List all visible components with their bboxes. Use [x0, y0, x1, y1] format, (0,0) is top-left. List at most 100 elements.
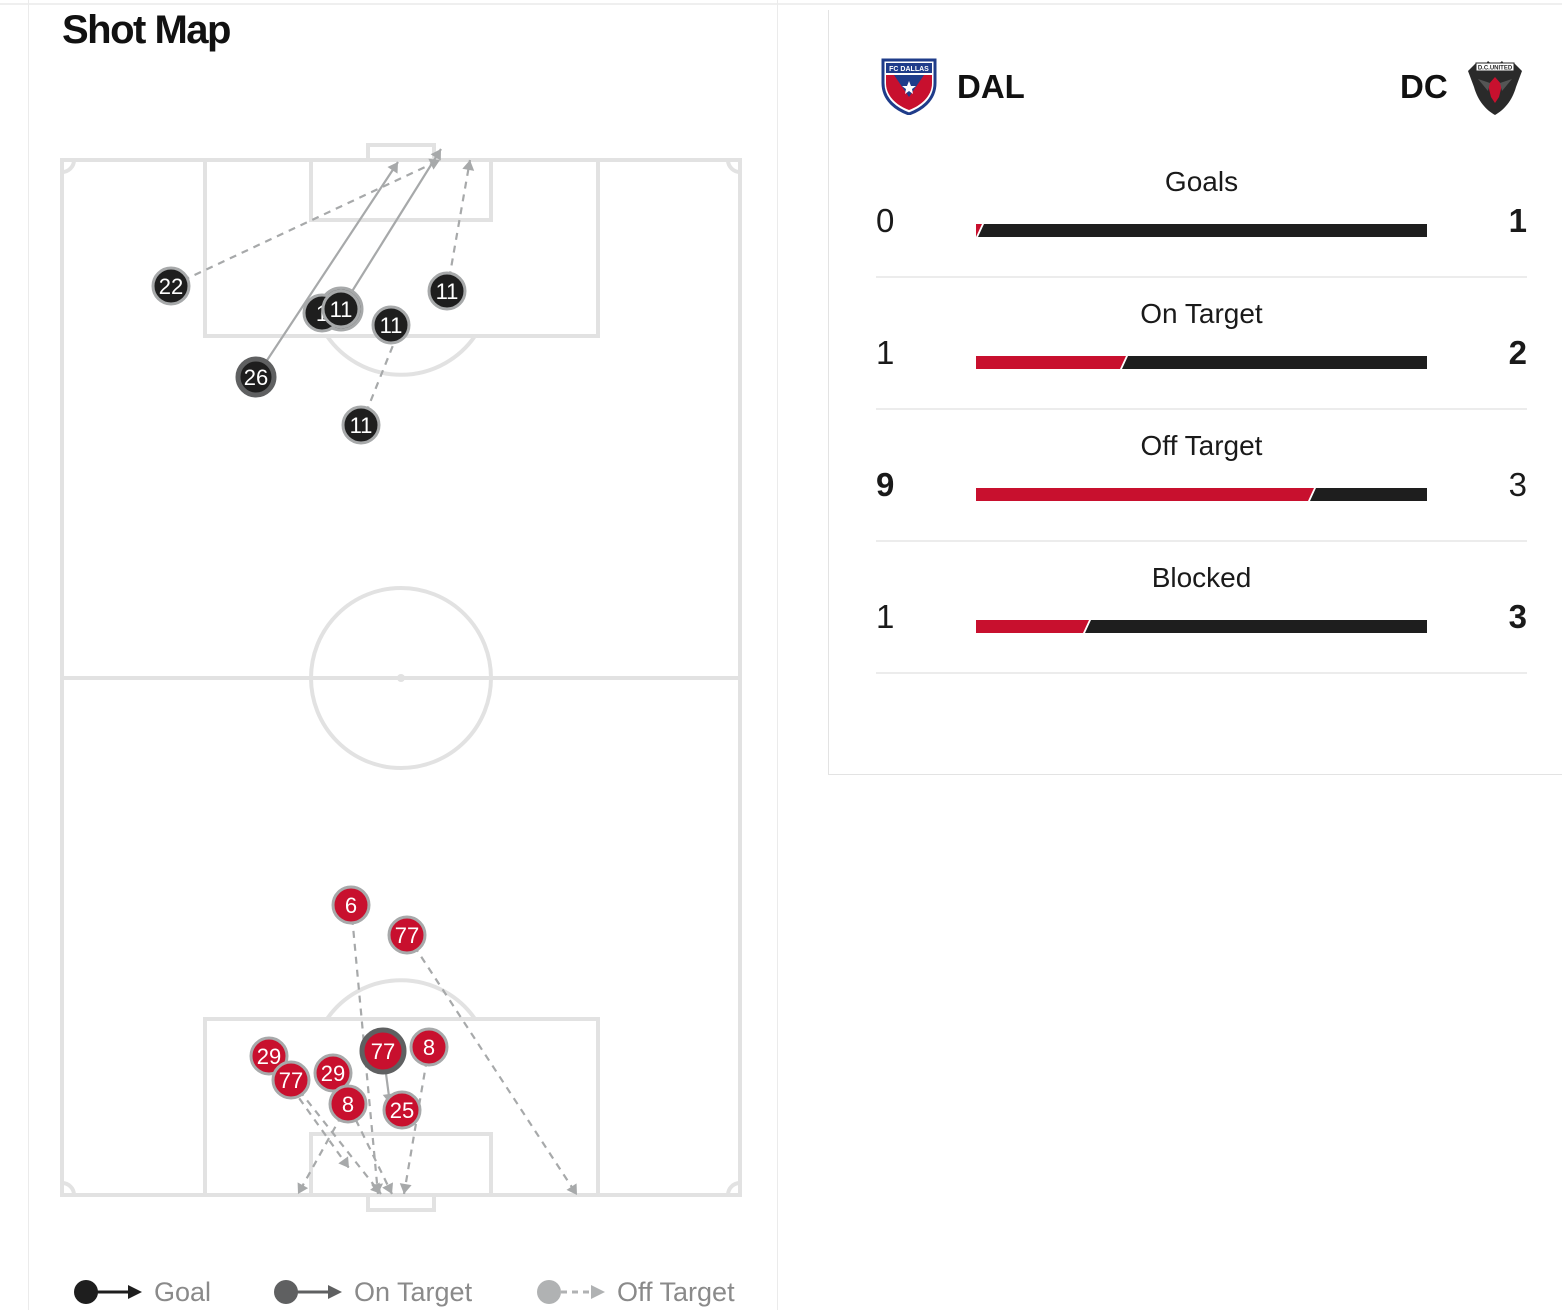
- team-comparison-panel: [828, 10, 1562, 775]
- shot-marker[interactable]: [359, 1027, 407, 1075]
- shot-player-number: 11: [436, 279, 459, 304]
- shot-marker[interactable]: [271, 1060, 311, 1100]
- shot-arrowhead: [370, 1182, 381, 1194]
- shot-trajectory: [170, 159, 441, 287]
- off-target-marker-icon: [537, 1280, 605, 1304]
- center-circle: [309, 586, 493, 770]
- shot-player-number: 11: [350, 413, 373, 438]
- stat-row-on-target: On Target 1 2: [876, 276, 1527, 410]
- shot-arrowhead: [297, 1182, 309, 1194]
- legend-label: Off Target: [617, 1276, 735, 1307]
- stat-row-off-target: Off Target 9 3: [876, 408, 1527, 542]
- shot-marker[interactable]: [371, 305, 411, 345]
- home-stat-value: 9: [876, 466, 895, 503]
- shot-player-number: 29: [321, 1061, 345, 1086]
- shot-marker[interactable]: [427, 271, 467, 311]
- shot-marker[interactable]: [387, 915, 427, 955]
- corner-arc: [61, 1181, 76, 1196]
- shot-player-number: 77: [279, 1068, 303, 1093]
- shot-marker[interactable]: [235, 356, 277, 398]
- on-target-marker-icon: [274, 1280, 342, 1304]
- shot-player-number: 6: [345, 893, 357, 918]
- fc-dallas-crest-icon: FC DALLAS: [881, 58, 937, 115]
- away-share-fill: [1085, 620, 1427, 633]
- corner-arc: [726, 159, 741, 174]
- pitch-lines: [60, 143, 742, 1212]
- bottom-goal: [366, 1193, 436, 1212]
- home-share-fill: [976, 224, 982, 237]
- shot-player-number: 26: [244, 365, 268, 390]
- home-stat-value: 1: [876, 334, 895, 371]
- shot-trajectory: [268, 1055, 350, 1169]
- shot-player-number: 77: [395, 923, 419, 948]
- shot-arrowhead: [428, 158, 440, 170]
- legend-goal: Goal: [72, 1270, 211, 1314]
- shot-arrowhead: [382, 1182, 394, 1194]
- shot-marker[interactable]: [409, 1027, 449, 1067]
- legend-label: Goal: [154, 1276, 212, 1307]
- shot-player-number: 8: [423, 1035, 435, 1060]
- away-stat-value: 3: [1508, 598, 1527, 635]
- shot-player-number: 22: [159, 274, 183, 299]
- bottom-penalty-arc: [325, 978, 477, 1021]
- stat-label: Off Target: [1140, 430, 1263, 461]
- shot-player-number: 29: [257, 1044, 281, 1069]
- away-team-abbr: DC: [1400, 68, 1448, 105]
- shot-arrowhead: [338, 1156, 349, 1168]
- stat-bar: [976, 356, 1427, 369]
- away-share-fill: [1310, 488, 1427, 501]
- home-team-abbr: DAL: [957, 68, 1025, 105]
- stat-row-goals: Goals 0 1: [876, 144, 1527, 278]
- away-share-fill: [1122, 356, 1427, 369]
- home-stat-value: 0: [876, 202, 895, 239]
- shot-marker[interactable]: [249, 1036, 289, 1076]
- shot-arrowhead: [387, 162, 398, 174]
- shot-trajectory: [332, 1072, 393, 1195]
- shot-map-panel: [28, 0, 778, 1310]
- legend-label: On Target: [354, 1276, 473, 1307]
- shot-trajectory: [255, 161, 399, 378]
- shot-player-number: 77: [371, 1039, 395, 1064]
- away-stat-value: 3: [1508, 466, 1527, 503]
- crest-text: FC DALLAS: [889, 66, 929, 73]
- shot-marker[interactable]: [382, 1090, 422, 1130]
- corner-arc: [61, 159, 76, 174]
- stat-row-blocked: Blocked 1 3: [876, 540, 1527, 674]
- legend-off-target: Off Target: [535, 1270, 735, 1314]
- top-divider: [0, 3, 1562, 5]
- shot-player-number: 25: [390, 1098, 414, 1123]
- stat-label: Goals: [1164, 166, 1239, 197]
- stat-bar: [976, 620, 1427, 633]
- shot-marker[interactable]: [331, 885, 371, 925]
- shot-trajectory: [340, 148, 442, 310]
- home-share-fill: [976, 620, 1089, 633]
- home-stat-value: 1: [876, 598, 895, 635]
- shot-markers: 222611111111111677297729877825: [151, 266, 467, 1130]
- corner-arc: [726, 1181, 741, 1196]
- shot-trajectory: [445, 159, 472, 292]
- shot-arrowhead: [462, 160, 475, 171]
- away-stat-value: 1: [1508, 202, 1527, 239]
- shot-arrowhead: [430, 149, 441, 161]
- goal-marker-icon: [74, 1280, 142, 1304]
- shot-arrowhead: [399, 1183, 412, 1194]
- home-share-fill: [976, 488, 1314, 501]
- shot-marker[interactable]: [321, 289, 361, 329]
- shot-marker[interactable]: [313, 1053, 353, 1093]
- shot-marker[interactable]: [328, 1084, 368, 1124]
- shot-player-number: 8: [342, 1092, 354, 1117]
- dc-united-crest-icon: D.C.UNITED: [1468, 61, 1522, 115]
- center-spot: [397, 674, 405, 682]
- shot-map-title: Shot Map: [62, 8, 231, 52]
- top-penalty-arc: [325, 334, 477, 377]
- stat-bar: [976, 224, 1427, 237]
- shot-player-number: 11: [330, 297, 353, 322]
- away-share-fill: [978, 224, 1427, 237]
- away-stat-value: 2: [1508, 334, 1527, 371]
- home-share-fill: [976, 356, 1126, 369]
- stat-label: Blocked: [1151, 562, 1252, 593]
- shot-map-pitch: 222611111111111677297729877825: [60, 143, 742, 1212]
- shot-marker[interactable]: [151, 266, 191, 306]
- shot-marker[interactable]: [341, 405, 381, 445]
- crest-text: D.C.UNITED: [1478, 66, 1513, 72]
